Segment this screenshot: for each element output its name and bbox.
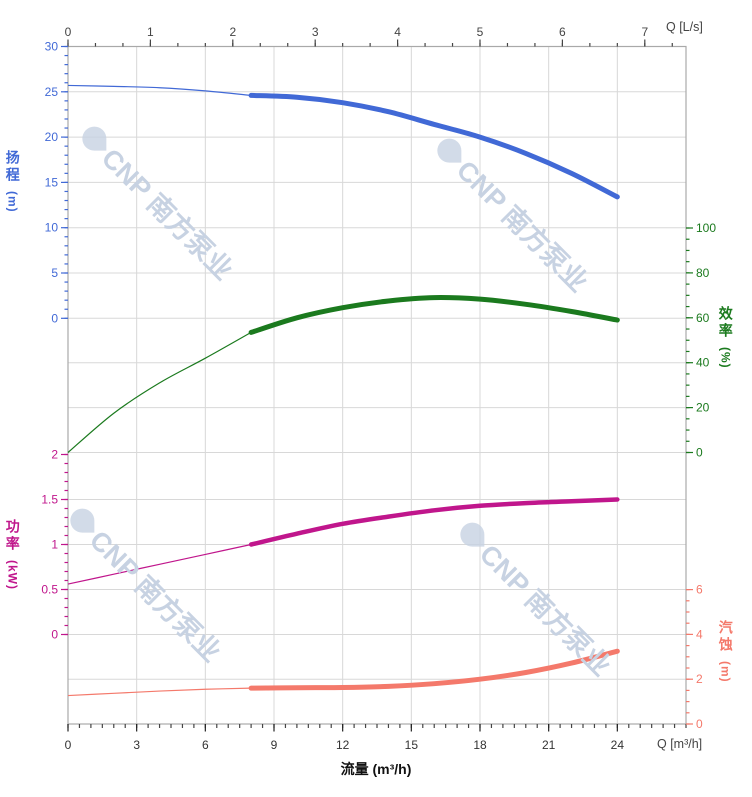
tick-label: 18 [473, 738, 487, 752]
efficiency-axis-unit: (%) [718, 347, 733, 369]
tick-label: 0 [696, 717, 703, 731]
efficiency-curve-thin [67, 331, 252, 453]
tick-label: 0 [696, 446, 703, 460]
tick-label: 1 [147, 25, 154, 39]
npsh-curve-thin [67, 687, 252, 697]
top-axis-unit-label: Q [L/s] [666, 20, 703, 34]
tick-label: 20 [696, 401, 710, 415]
tick-label: 80 [696, 266, 710, 280]
tick-label: 20 [45, 130, 59, 144]
head-axis-title: 扬程 (m) [4, 150, 21, 213]
tick-label: 3 [133, 738, 140, 752]
tick-label: 100 [696, 221, 716, 235]
power-curve [67, 497, 620, 585]
gridlines [68, 46, 686, 724]
tick-label: 1.5 [41, 493, 58, 507]
head-curve [67, 84, 620, 200]
head-axis-unit: (m) [5, 191, 20, 213]
tick-label: 30 [45, 40, 59, 54]
power-axis-title-text: 功率 [4, 519, 21, 553]
npsh-curve-rated [248, 648, 620, 691]
tick-label: 1 [51, 538, 58, 552]
plot-border [67, 45, 687, 725]
head-y-axis: 30 25 20 15 10 5 0 [45, 40, 68, 325]
tick-label: 15 [45, 175, 59, 189]
bottom-x-axis: 0 3 6 9 12 15 18 21 24 [65, 724, 687, 752]
power-curve-rated [248, 497, 620, 547]
tick-label: 25 [45, 85, 59, 99]
head-axis-title-text: 扬程 [4, 150, 21, 184]
bottom-axis-unit-label: Q [m³/h] [657, 737, 703, 751]
tick-label: 15 [405, 738, 419, 752]
npsh-y-axis: 6 4 2 0 [686, 583, 703, 731]
x-axis-title: 流量 (m³/h) [340, 761, 412, 777]
tick-label: 24 [611, 738, 625, 752]
tick-label: 2 [229, 25, 236, 39]
npsh-axis-title: 汽蚀 (m) [717, 620, 734, 683]
power-curve-thin [67, 543, 252, 585]
efficiency-curve-rated [248, 295, 620, 335]
npsh-axis-unit: (m) [718, 661, 733, 683]
tick-label: 6 [696, 583, 703, 597]
tick-label: 4 [394, 25, 401, 39]
tick-label: 0 [65, 738, 72, 752]
efficiency-axis-title: 效率 (%) [717, 306, 734, 369]
tick-label: 0.5 [41, 583, 58, 597]
tick-label: 10 [45, 221, 59, 235]
npsh-axis-title-text: 汽蚀 [717, 620, 734, 654]
tick-label: 7 [641, 25, 648, 39]
head-curve-thin [67, 84, 252, 97]
tick-label: 6 [559, 25, 566, 39]
tick-label: 0 [65, 25, 72, 39]
tick-label: 40 [696, 356, 710, 370]
top-x-axis: 0 1 2 3 4 5 6 7 [65, 25, 673, 47]
tick-label: 2 [696, 672, 703, 686]
tick-label: 0 [51, 628, 58, 642]
head-curve-rated [248, 92, 620, 200]
tick-label: 3 [312, 25, 319, 39]
power-axis-unit: (kW) [5, 560, 20, 590]
npsh-curve [67, 648, 620, 697]
tick-label: 4 [696, 627, 703, 641]
power-y-axis: 2 1.5 1 0.5 0 [41, 448, 68, 642]
tick-label: 12 [336, 738, 350, 752]
tick-label: 60 [696, 311, 710, 325]
tick-label: 9 [271, 738, 278, 752]
tick-label: 5 [477, 25, 484, 39]
tick-label: 6 [202, 738, 209, 752]
tick-label: 2 [51, 448, 58, 462]
tick-label: 0 [51, 311, 58, 325]
power-axis-title: 功率 (kW) [4, 519, 21, 590]
efficiency-curve [67, 295, 620, 453]
tick-label: 5 [51, 266, 58, 280]
efficiency-axis-title-text: 效率 [717, 306, 734, 340]
efficiency-y-axis: 100 80 60 40 20 0 [686, 221, 716, 460]
tick-label: 21 [542, 738, 556, 752]
